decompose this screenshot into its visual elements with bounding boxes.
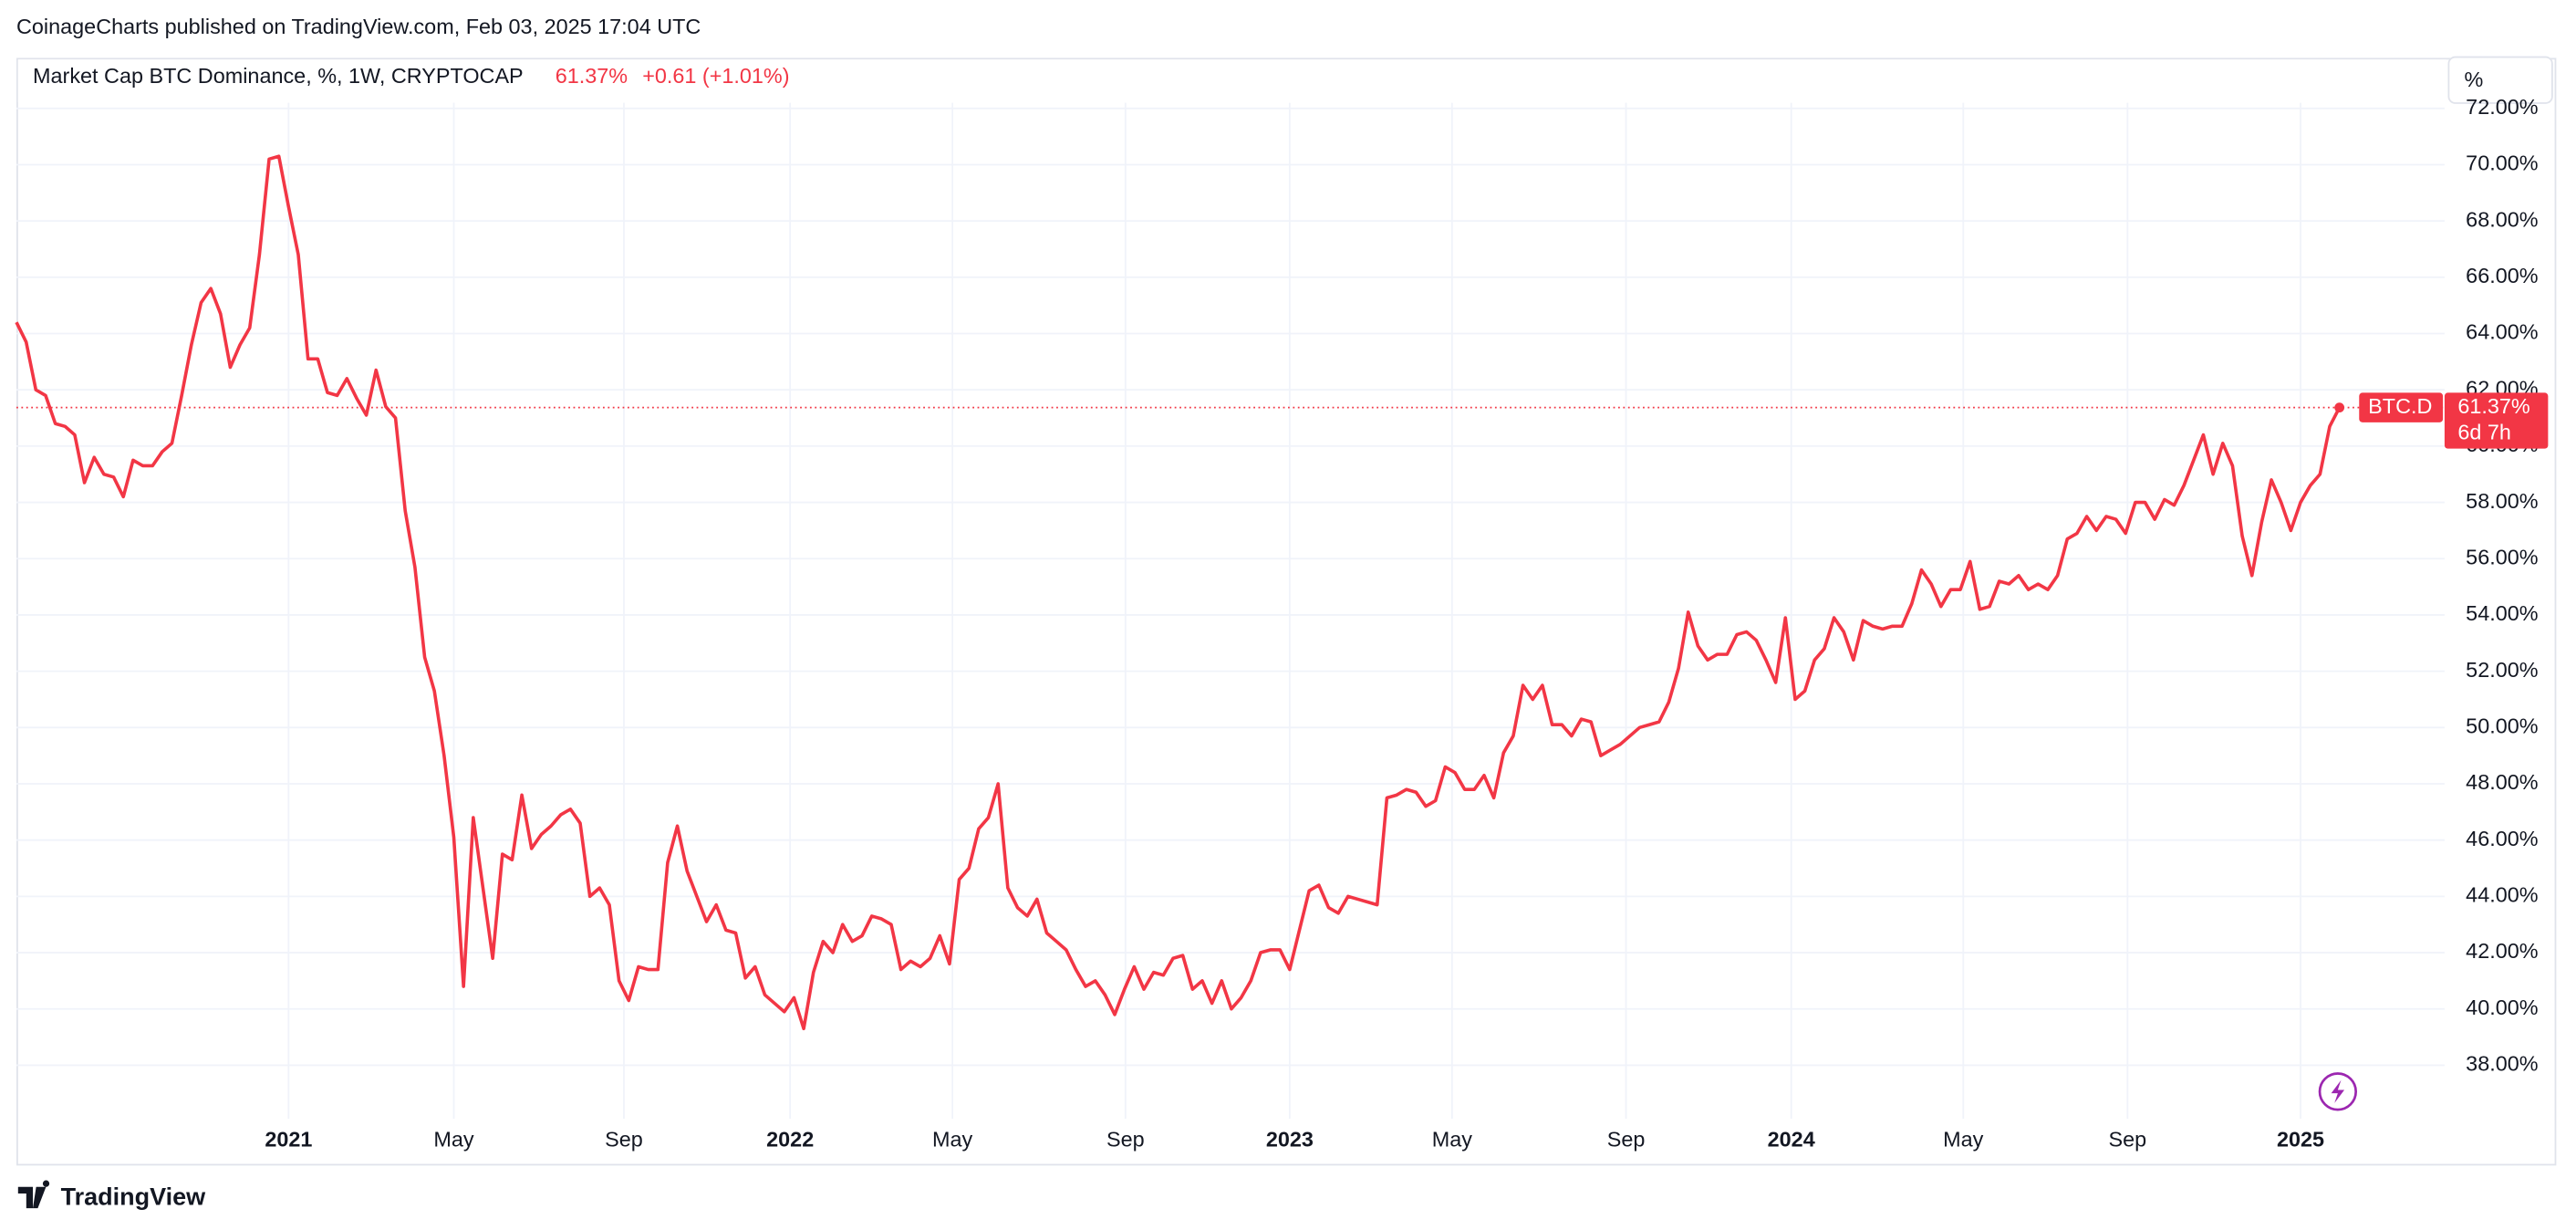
y-tick-label: 72.00% bbox=[2466, 95, 2538, 119]
x-tick-label: 2023 bbox=[1266, 1128, 1314, 1152]
x-tick-label: Sep bbox=[1106, 1128, 1145, 1152]
y-tick-label: 52.00% bbox=[2466, 658, 2538, 682]
legend-change: +0.61 (+1.01%) bbox=[642, 64, 789, 88]
y-tick-label: 42.00% bbox=[2466, 939, 2538, 963]
y-tick-label: 58.00% bbox=[2466, 489, 2538, 513]
series-line bbox=[15, 154, 2342, 1031]
y-tick-label: 64.00% bbox=[2466, 320, 2538, 344]
scale-button[interactable] bbox=[2447, 56, 2553, 104]
y-tick-label: 46.00% bbox=[2466, 827, 2538, 850]
flash-icon[interactable] bbox=[2318, 1072, 2358, 1111]
ticker-label: BTC.D bbox=[2368, 394, 2432, 418]
x-tick-label: 2024 bbox=[1768, 1128, 1815, 1152]
y-tick-label: 38.00% bbox=[2466, 1052, 2538, 1076]
plot bbox=[15, 154, 2445, 1031]
x-tick-label: Sep bbox=[2109, 1128, 2147, 1152]
x-tick-label: Sep bbox=[605, 1128, 643, 1152]
flash-icon-bolt bbox=[2331, 1079, 2345, 1103]
y-tick-label: 48.00% bbox=[2466, 770, 2538, 794]
publisher: CoinageCharts published on TradingView.c… bbox=[16, 15, 701, 38]
x-tick-label: 2025 bbox=[2277, 1128, 2324, 1152]
price-badge bbox=[2444, 392, 2549, 449]
scale-button-label[interactable]: % bbox=[2465, 68, 2484, 91]
x-tick-label: 2021 bbox=[265, 1128, 312, 1152]
x-tick-label: May bbox=[1943, 1128, 1984, 1152]
x-tick-label: May bbox=[1432, 1128, 1473, 1152]
y-tick-label: 70.00% bbox=[2466, 151, 2538, 175]
x-tick-label: Sep bbox=[1607, 1128, 1646, 1152]
last-point bbox=[2334, 402, 2345, 413]
y-tick-label: 50.00% bbox=[2466, 714, 2538, 737]
x-tick-label: May bbox=[932, 1128, 973, 1152]
price-badge-value: 61.37% bbox=[2457, 394, 2529, 418]
legend-symbol: Market Cap BTC Dominance, %, 1W, CRYPTOC… bbox=[33, 64, 524, 88]
y-tick-label: 40.00% bbox=[2466, 995, 2538, 1019]
y-tick-label: 68.00% bbox=[2466, 207, 2538, 231]
ticker-badge bbox=[2359, 392, 2444, 422]
countdown: 6d 7h bbox=[2457, 421, 2511, 444]
tv-logo bbox=[17, 1180, 50, 1209]
chart-frame bbox=[16, 57, 2557, 1166]
y-tick-label: 54.00% bbox=[2466, 601, 2538, 625]
y-tick-label: 66.00% bbox=[2466, 264, 2538, 287]
y-tick-label: 56.00% bbox=[2466, 545, 2538, 568]
x-tick-label: 2022 bbox=[766, 1128, 814, 1152]
footer-brand: TradingView bbox=[61, 1183, 207, 1211]
x-tick-label: May bbox=[433, 1128, 474, 1152]
legend-last: 61.37% bbox=[556, 64, 628, 88]
y-tick-label: 44.00% bbox=[2466, 883, 2538, 907]
legend-bg bbox=[17, 59, 2446, 103]
